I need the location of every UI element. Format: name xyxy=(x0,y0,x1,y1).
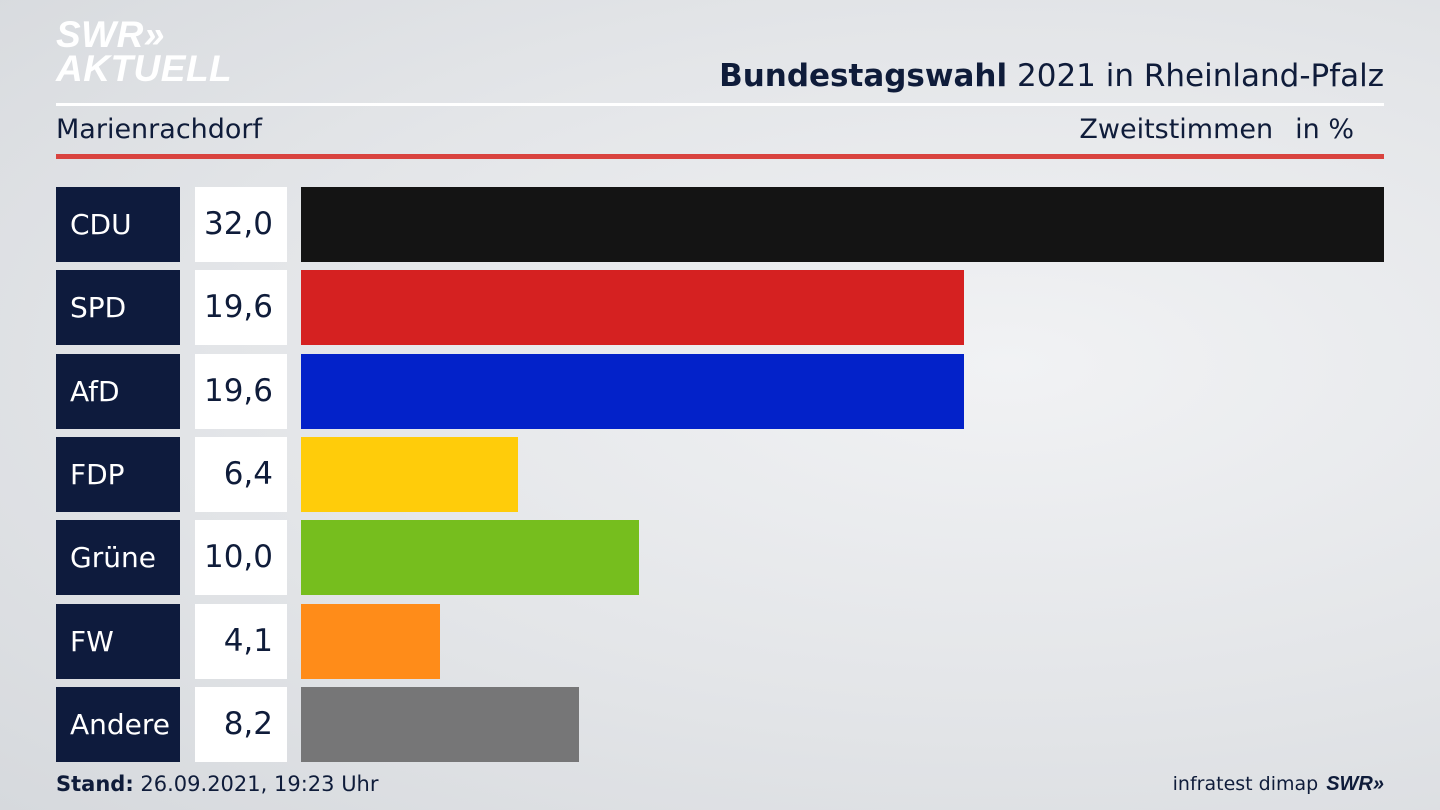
value-label: 6,4 xyxy=(195,436,287,512)
place-name: Marienrachdorf xyxy=(56,114,263,145)
bar-row: Andere 8,2 xyxy=(56,686,1384,762)
bar xyxy=(301,436,518,512)
value-label: 19,6 xyxy=(195,270,287,346)
value-label: 32,0 xyxy=(195,187,287,262)
party-label: Andere xyxy=(56,686,180,762)
value-label: 4,1 xyxy=(195,603,287,679)
bar-row: SPD 19,6 xyxy=(56,270,1384,346)
timestamp: Stand: 26.09.2021, 19:23 Uhr xyxy=(56,772,379,796)
title-bold: Bundestagswahl xyxy=(719,58,1008,94)
vote-type: Zweitstimmen xyxy=(1079,114,1274,145)
bar xyxy=(301,520,640,596)
value-label: 19,6 xyxy=(195,353,287,429)
bar xyxy=(301,603,440,679)
bar-row: FW 4,1 xyxy=(56,603,1384,679)
party-label: Grüne xyxy=(56,520,180,596)
swr-aktuell-logo: SWR» AKTUELL xyxy=(56,14,233,89)
unit-label: in % xyxy=(1295,114,1354,145)
value-label: 10,0 xyxy=(195,520,287,596)
bar-row: CDU 32,0 xyxy=(56,187,1384,262)
bar-row: FDP 6,4 xyxy=(56,436,1384,512)
bar-row: Grüne 10,0 xyxy=(56,520,1384,596)
party-label: FW xyxy=(56,603,180,679)
bar xyxy=(301,270,965,346)
logo-line-2: AKTUELL xyxy=(56,48,233,89)
accent-divider xyxy=(56,154,1384,159)
party-label: FDP xyxy=(56,436,180,512)
stand-label: Stand: xyxy=(56,772,134,796)
bar xyxy=(301,353,965,429)
party-label: AfD xyxy=(56,353,180,429)
party-label: CDU xyxy=(56,187,180,262)
value-label: 8,2 xyxy=(195,686,287,762)
bar xyxy=(301,686,579,762)
source-credit: infratest dimap SWR» xyxy=(1173,773,1384,796)
party-label: SPD xyxy=(56,270,180,346)
bar xyxy=(301,187,1384,262)
logo-line-1: SWR» xyxy=(56,14,165,55)
chart-title: Bundestagswahl 2021 in Rheinland-Pfalz xyxy=(719,58,1384,94)
header-divider xyxy=(56,103,1384,106)
swr-brand: SWR» xyxy=(1326,773,1384,795)
source-name: infratest dimap xyxy=(1172,773,1319,795)
stand-value: 26.09.2021, 19:23 Uhr xyxy=(140,772,379,796)
vote-type-label: Zweitstimmen in % xyxy=(1079,114,1354,145)
bar-row: AfD 19,6 xyxy=(56,353,1384,429)
title-rest: 2021 in Rheinland-Pfalz xyxy=(1017,58,1384,94)
